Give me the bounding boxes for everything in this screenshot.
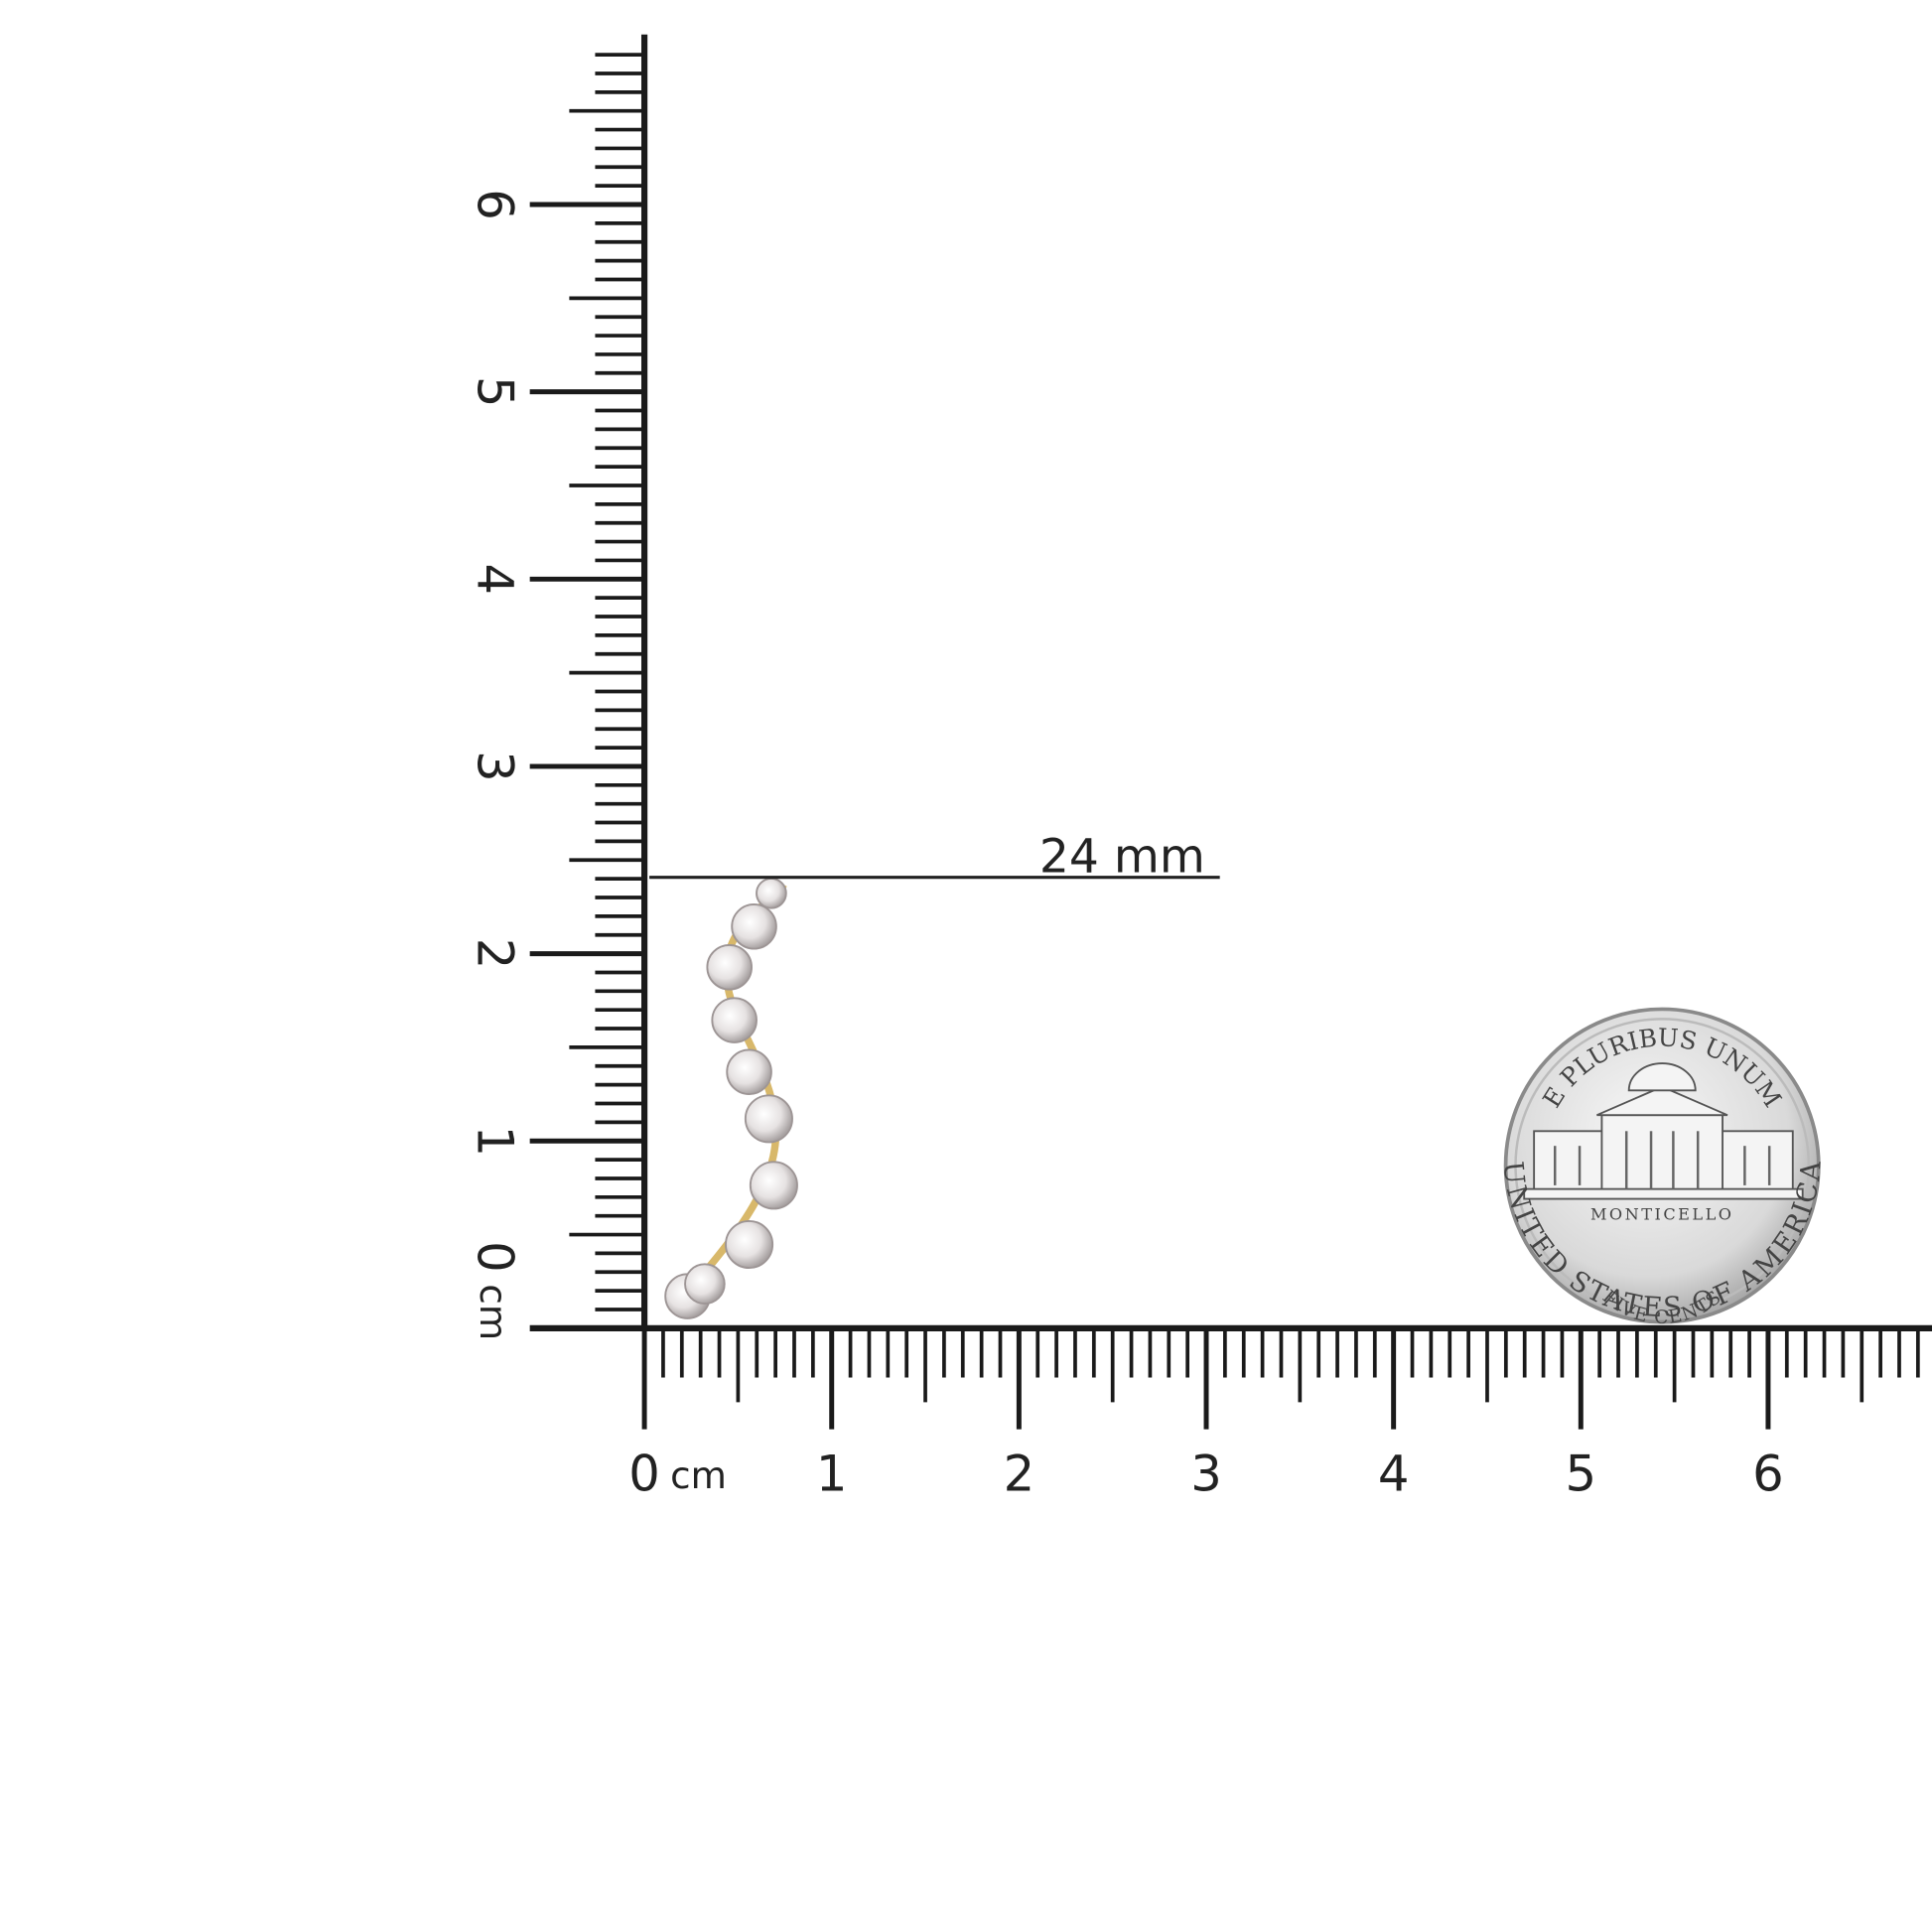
vertical-ruler-label: 6: [467, 189, 524, 220]
horizontal-ruler-label: 3: [1190, 1446, 1222, 1503]
gem: [731, 903, 777, 950]
rulers: [529, 34, 1932, 1430]
horizontal-ruler-label: 1: [816, 1446, 848, 1503]
gem: [726, 1048, 772, 1096]
vertical-ruler-unit: cm: [472, 1284, 515, 1340]
gem: [711, 997, 758, 1043]
coin: E PLURIBUS UNUM MONTICELLO FIVE CENTS UN…: [1496, 1007, 1828, 1328]
measurement-label: 24 mm: [1039, 830, 1205, 885]
coin-building-text: MONTICELLO: [1590, 1205, 1734, 1224]
horizontal-ruler-label: 0: [628, 1446, 660, 1503]
gem: [744, 1094, 793, 1144]
vertical-ruler-label: 0: [467, 1241, 524, 1273]
horizontal-ruler-label: 5: [1566, 1446, 1597, 1503]
vertical-ruler-label: 2: [467, 938, 524, 970]
horizontal-ruler-label: 2: [1004, 1446, 1035, 1503]
gem: [684, 1263, 726, 1305]
vertical-ruler-label: 1: [467, 1125, 524, 1157]
vertical-ruler-label: 4: [467, 564, 524, 596]
vertical-ruler-label: 3: [467, 751, 524, 782]
horizontal-ruler-label: 6: [1752, 1446, 1784, 1503]
gem: [706, 943, 753, 991]
gem: [756, 877, 787, 909]
gem: [725, 1219, 774, 1269]
earring: [664, 877, 798, 1319]
gem: [749, 1161, 798, 1210]
vertical-ruler-label: 5: [467, 376, 524, 408]
horizontal-ruler-label: 4: [1378, 1446, 1410, 1503]
horizontal-ruler-unit: cm: [670, 1453, 727, 1497]
